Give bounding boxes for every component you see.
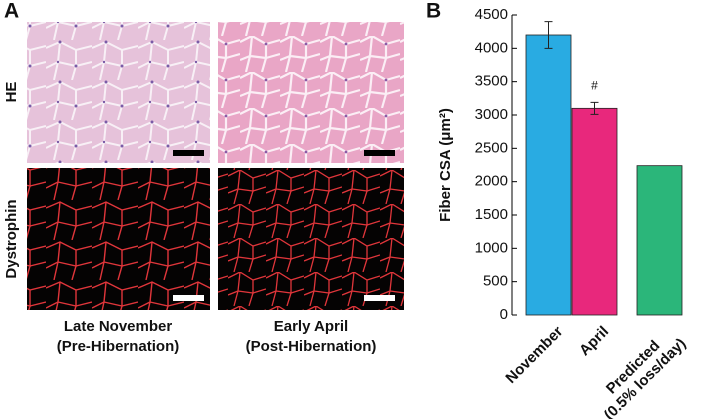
y-tick-label: 2000 — [475, 173, 508, 190]
y-tick-label: 3000 — [475, 106, 508, 123]
column-caption: Late November — [64, 318, 173, 335]
annotation: # — [591, 79, 598, 93]
y-tick-label: 2500 — [475, 139, 508, 156]
scale-bar — [173, 295, 204, 301]
y-tick-label: 1000 — [475, 239, 508, 256]
micrograph — [218, 22, 404, 163]
scale-bar — [364, 295, 395, 301]
column-caption: (Post-Hibernation) — [246, 338, 377, 355]
y-tick-label: 500 — [483, 273, 508, 290]
y-tick-label: 1500 — [475, 206, 508, 223]
y-tick-label: 3500 — [475, 73, 508, 90]
bar — [571, 107, 618, 316]
y-tick-label: 0 — [500, 306, 508, 323]
panel-label: A — [4, 0, 19, 23]
micrograph — [218, 168, 404, 310]
row-label: Dystrophin — [3, 199, 20, 278]
micrograph — [27, 168, 210, 310]
y-tick-label: 4000 — [475, 39, 508, 56]
scale-bar — [173, 150, 204, 156]
micrograph — [27, 22, 210, 163]
panel-label: B — [426, 0, 441, 23]
bar — [636, 165, 683, 316]
error-bar — [544, 21, 553, 49]
y-tick-label: 4500 — [475, 6, 508, 23]
y-axis-label: Fiber CSA (μm²) — [437, 108, 454, 222]
row-label: HE — [3, 82, 20, 103]
scale-bar — [364, 150, 395, 156]
error-bar — [590, 101, 599, 115]
bar — [525, 34, 572, 316]
column-caption: (Pre-Hibernation) — [57, 338, 180, 355]
column-caption: Early April — [274, 318, 348, 335]
